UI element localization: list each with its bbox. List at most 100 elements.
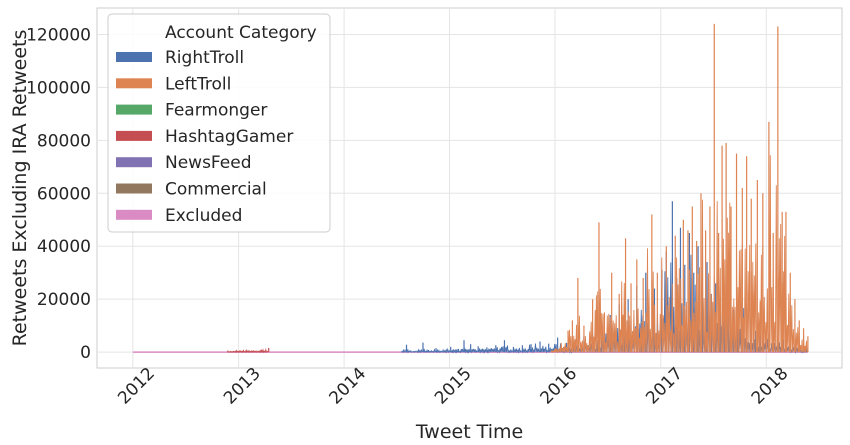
series-trace: [709, 294, 714, 353]
legend-label: RightTroll: [165, 48, 244, 68]
series-trace: [530, 343, 540, 354]
legend-label: HashtagGamer: [165, 127, 293, 147]
series-trace: [750, 243, 757, 353]
series-trace: [450, 348, 459, 354]
legend-swatch: [116, 183, 152, 194]
series-trace: [736, 239, 742, 353]
series-trace: [687, 269, 692, 353]
series-hashtaggamer: [227, 347, 270, 354]
x-axis-label: Tweet Time: [415, 421, 523, 443]
series-trace: [705, 258, 710, 353]
legend-swatch: [116, 104, 152, 115]
series-trace: [604, 313, 612, 353]
legend-items: RightTroll LeftTroll Fearmonger HashtagGame…: [116, 48, 293, 226]
series-trace: [725, 202, 731, 353]
series-trace: [410, 349, 417, 353]
legend-label: NewsFeed: [165, 153, 252, 173]
series-trace: [567, 329, 572, 353]
y-tick-label: 80000: [37, 131, 91, 151]
legend-swatch: [116, 130, 152, 141]
series-trace: [756, 254, 763, 353]
series-trace: [656, 257, 666, 353]
series-layer: [227, 23, 809, 354]
legend-item-fearmonger: Fearmonger: [116, 101, 267, 121]
y-tick-label: 0: [80, 343, 91, 363]
legend-label: LeftTroll: [165, 74, 231, 94]
series-trace: [416, 348, 423, 354]
series-trace: [674, 257, 684, 353]
legend-item-lefttroll: LeftTroll: [116, 74, 231, 94]
legend-item-hashtaggamer: HashtagGamer: [116, 127, 293, 147]
legend-label: Commercial: [165, 180, 267, 200]
series-trace: [442, 347, 451, 354]
series-trace: [762, 246, 769, 353]
series-trace: [477, 348, 487, 354]
series-trace: [406, 348, 411, 354]
series-trace: [691, 277, 697, 353]
y-axis-label: Retweets Excluding IRA Retweets: [9, 30, 31, 347]
legend: Account Category RightTroll LeftTroll Fear…: [107, 13, 331, 233]
legend-item-righttroll: RightTroll: [116, 48, 244, 68]
series-trace: [577, 308, 584, 353]
series-trace: [504, 345, 513, 354]
series-trace: [611, 315, 619, 353]
series-trace: [636, 308, 643, 353]
series-trace: [435, 348, 443, 354]
x-tick-label: 2013: [220, 364, 265, 409]
series-trace: [625, 311, 631, 353]
series-trace: [741, 244, 747, 353]
series-trace: [746, 244, 751, 353]
series-trace: [794, 327, 799, 353]
series-trace: [700, 199, 706, 353]
series-trace: [618, 281, 626, 353]
series-trace: [463, 345, 471, 354]
series-trace: [713, 201, 719, 353]
series-trace: [803, 335, 808, 353]
series-trace: [583, 321, 593, 353]
series-trace: [721, 209, 726, 353]
series-trace: [798, 332, 804, 353]
series-trace: [486, 348, 496, 354]
legend-label: Excluded: [165, 206, 242, 226]
series-trace: [630, 309, 637, 353]
y-tick-label: 60000: [37, 184, 91, 204]
series-trace: [495, 346, 505, 354]
legend-item-excluded: Excluded: [116, 206, 242, 226]
series-trace: [789, 300, 795, 353]
x-tick-label: 2014: [326, 364, 371, 409]
series-trace: [730, 298, 737, 353]
x-tick-label: 2017: [642, 364, 687, 409]
x-tick-label: 2012: [114, 364, 159, 409]
series-trace: [772, 185, 778, 353]
y-tick-label: 40000: [37, 237, 91, 257]
legend-item-newsfeed: NewsFeed: [116, 153, 252, 173]
series-trace: [401, 348, 407, 354]
series-trace: [642, 248, 652, 353]
series-lefttroll: [550, 23, 809, 354]
legend-swatch: [116, 78, 152, 89]
legend-swatch: [116, 52, 152, 62]
legend-label: Fearmonger: [165, 101, 267, 121]
series-trace: [781, 235, 786, 353]
x-tick-label: 2018: [748, 364, 793, 409]
series-trace: [470, 348, 478, 354]
series-trace: [521, 344, 531, 354]
series-trace: [777, 223, 782, 353]
legend-title: Account Category: [165, 23, 317, 43]
y-tick-label: 120000: [26, 25, 91, 45]
series-trace: [785, 271, 790, 353]
legend-box: [107, 13, 331, 233]
x-tick-label: 2015: [431, 364, 476, 409]
y-axis: 0 20000 40000 60000 80000 100000 120000: [26, 25, 91, 363]
series-trace: [598, 271, 605, 353]
series-trace: [458, 348, 464, 354]
series-trace: [551, 342, 568, 354]
series-trace: [718, 238, 722, 353]
series-trace: [768, 155, 773, 353]
series-trace: [512, 347, 522, 354]
series-trace: [428, 348, 436, 353]
series-trace: [651, 271, 658, 353]
series-trace: [665, 283, 675, 353]
y-tick-label: 100000: [26, 78, 91, 98]
legend-item-commercial: Commercial: [116, 180, 267, 200]
